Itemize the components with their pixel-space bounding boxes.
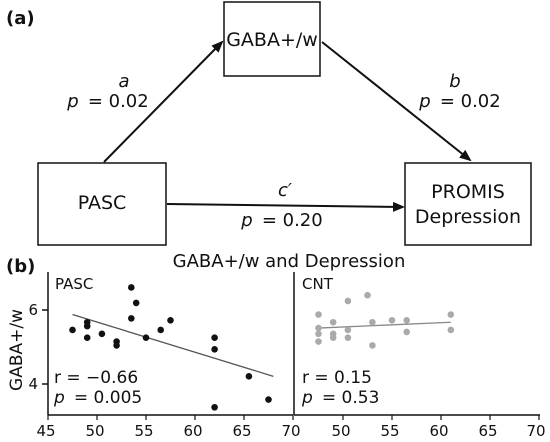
pasc-points-group: [69, 284, 272, 411]
x-tick-label: 70: [526, 422, 545, 440]
mediator-label: GABA+/w: [226, 29, 318, 51]
cnt-data-point: [447, 311, 455, 318]
panel-b-label: (b): [6, 256, 35, 277]
pasc-data-point: [245, 373, 253, 380]
pasc-data-point: [142, 334, 150, 342]
cnt-plot-frame: [293, 272, 540, 416]
svg-text:p = 0.20: p = 0.20: [240, 210, 322, 231]
pasc-data-point: [128, 315, 135, 322]
pasc-data-point: [83, 334, 91, 342]
path-a-arrow: [103, 40, 224, 163]
pasc-plot-frame: [42, 272, 293, 416]
predictor-label: PASC: [78, 192, 127, 214]
y-tick-label: 6: [28, 301, 38, 319]
pasc-data-point: [211, 334, 218, 342]
pasc-data-point: [69, 326, 76, 334]
cnt-p-label: p: [301, 388, 313, 408]
cnt-data-point: [403, 328, 411, 336]
pasc-data-point: [98, 330, 106, 338]
outcome-node: PROMIS Depression: [404, 162, 532, 246]
pasc-data-point: [157, 326, 164, 334]
path-b-name: b: [449, 71, 460, 92]
cnt-data-point: [329, 334, 337, 342]
cnt-fit-line: [318, 321, 451, 329]
pasc-data-point: [265, 396, 272, 403]
cnt-data-point: [344, 334, 352, 342]
predictor-node: PASC: [37, 162, 167, 246]
cnt-p-value: = 0.53: [322, 388, 380, 408]
cnt-data-point: [344, 326, 352, 334]
path-c-prime-p-value: = 0.20: [262, 210, 323, 231]
cnt-data-point: [315, 324, 322, 332]
pasc-x-axis: 45 50 55 60 65 70: [36, 415, 301, 440]
x-tick-label: 45: [36, 422, 55, 440]
cnt-fit-line-group: [318, 321, 451, 329]
y-tick-label: 4: [28, 375, 38, 393]
path-c-prime-label: c′ p = 0.20: [240, 180, 322, 231]
svg-text:p = 0.53: p = 0.53: [301, 388, 379, 408]
cnt-data-point: [369, 342, 376, 349]
cnt-data-point: [403, 317, 411, 324]
path-b-p-value: = 0.02: [440, 91, 501, 112]
svg-text:p = 0.005: p = 0.005: [53, 388, 142, 408]
pasc-p-value: = 0.005: [74, 388, 142, 408]
x-tick-label: 60: [183, 422, 202, 440]
path-a-label: a p = 0.02: [66, 71, 148, 112]
pasc-r-value: r = −0.66: [54, 368, 138, 388]
path-b-label: b p = 0.02: [418, 71, 500, 112]
path-c-prime-name: c′: [278, 180, 292, 201]
path-b-p-label: p: [418, 91, 430, 112]
panel-a-label: (a): [6, 8, 35, 29]
cnt-data-point: [329, 318, 337, 326]
cnt-data-point: [388, 317, 396, 324]
pasc-data-point: [132, 299, 140, 307]
pasc-data-point: [211, 345, 218, 353]
pasc-data-point: [113, 342, 120, 349]
path-a-name: a: [118, 71, 129, 92]
outcome-label-line2: Depression: [415, 206, 521, 228]
path-a-p-label: p: [66, 91, 78, 112]
pasc-fit-line-group: [72, 313, 274, 377]
x-tick-label: 65: [232, 422, 251, 440]
svg-text:p = 0.02: p = 0.02: [418, 91, 500, 112]
cnt-data-point: [315, 311, 322, 318]
cnt-subtitle: CNT: [302, 275, 334, 293]
cnt-data-point: [364, 291, 371, 299]
path-c-prime-arrow: [166, 201, 405, 212]
x-tick-label: 55: [134, 422, 153, 440]
cnt-data-point: [315, 330, 322, 338]
path-a-p-value: = 0.02: [88, 91, 149, 112]
cnt-points-group: [315, 291, 455, 349]
pasc-data-point: [83, 318, 91, 326]
pasc-fit-line: [72, 313, 274, 377]
x-tick-label: 50: [85, 422, 104, 440]
y-axis-label: GABA+/w: [7, 309, 27, 391]
x-tick-label: 70: [281, 422, 300, 440]
mediator-node: GABA+/w: [223, 1, 321, 77]
pasc-subtitle: PASC: [55, 275, 93, 293]
cnt-r-value: r = 0.15: [302, 368, 372, 388]
x-tick-label: 65: [478, 422, 497, 440]
x-tick-label: 60: [429, 422, 448, 440]
svg-text:p = 0.02: p = 0.02: [66, 91, 148, 112]
cnt-data-point: [315, 338, 322, 345]
pasc-data-point: [211, 403, 218, 411]
cnt-x-axis: 50 55 60 65 70: [331, 415, 546, 440]
outcome-label-line1: PROMIS: [431, 181, 505, 203]
chart-title: GABA+/w and Depression: [173, 251, 406, 272]
pasc-data-point: [167, 317, 174, 324]
cnt-data-point: [447, 326, 455, 334]
pasc-data-point: [128, 284, 135, 291]
path-c-prime-p-label: p: [240, 210, 252, 231]
path-b-arrow: [321, 41, 472, 162]
x-tick-label: 50: [331, 422, 350, 440]
x-tick-label: 55: [380, 422, 399, 440]
cnt-data-point: [344, 297, 352, 305]
cnt-data-point: [369, 318, 376, 326]
pasc-p-label: p: [53, 388, 65, 408]
